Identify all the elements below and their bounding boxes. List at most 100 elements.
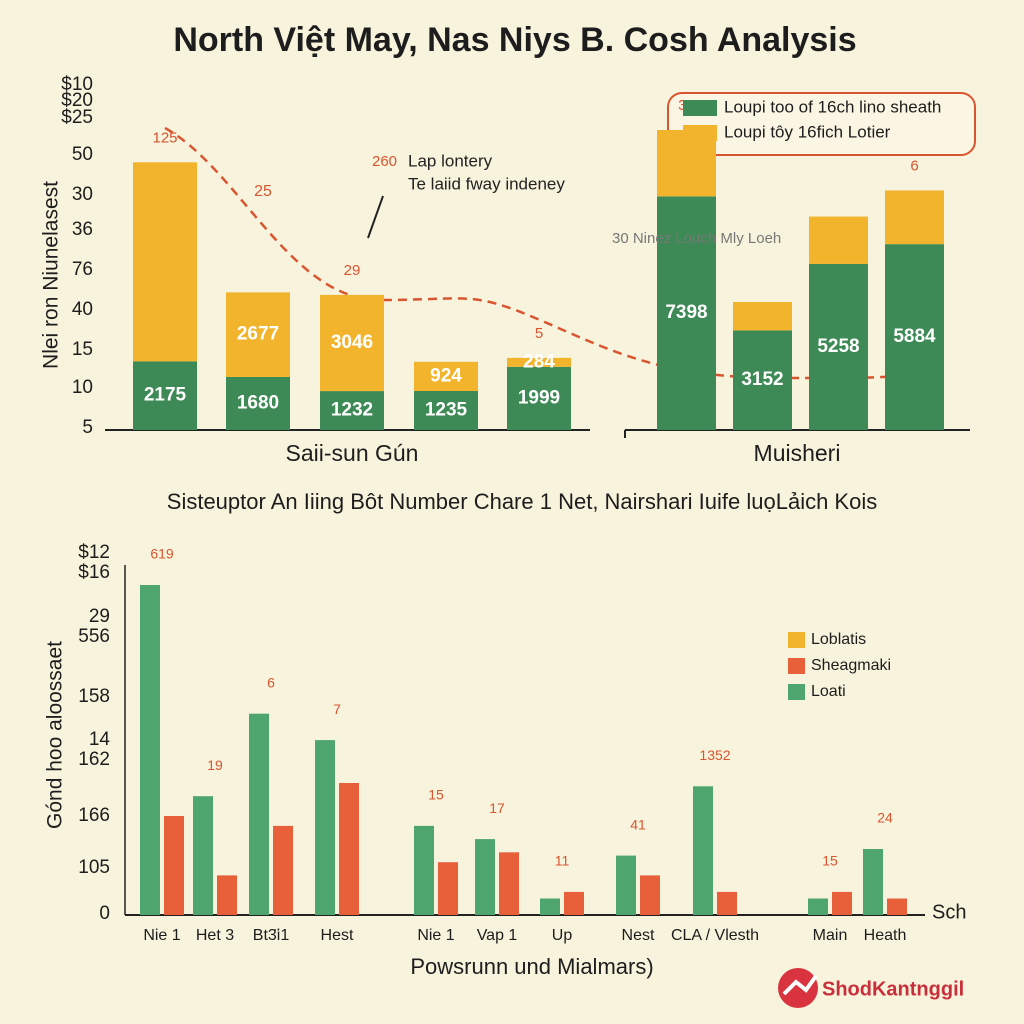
bar-segment (657, 130, 716, 197)
x-tick-label: Main (813, 927, 848, 944)
bar-segment (226, 376, 290, 430)
x-tick-label: Up (552, 927, 573, 944)
bar-segment (809, 263, 868, 430)
bar-segment (226, 292, 290, 377)
top-label: 6 (267, 674, 275, 690)
bar (339, 783, 359, 915)
bar-value-label: 2175 (144, 385, 187, 406)
top-label: 15 (428, 787, 444, 803)
top-label: 11 (555, 853, 570, 869)
bar-value-label: 2677 (237, 324, 279, 345)
annotation: Lap lontery (408, 151, 493, 170)
x-tick-label: Nie 1 (143, 927, 180, 944)
annotation: 25 (254, 183, 272, 200)
y-tick-label: $12 (78, 542, 110, 563)
top-label: 15 (822, 853, 838, 869)
x-axis-title: Powsrunn und Mialmars) (410, 954, 653, 979)
x-tick-label: Heath (864, 927, 907, 944)
bar-segment (657, 196, 716, 430)
legend-label: Sheagmaki (811, 657, 891, 674)
bar (217, 875, 237, 915)
x-tick-label: Hest (321, 927, 354, 944)
top-label: 619 (150, 546, 174, 562)
legend-label: Loati (811, 683, 846, 700)
bar (863, 849, 883, 915)
annotation: Te laiid fway indeney (408, 174, 565, 193)
legend-swatch (683, 100, 717, 116)
x-note: Sch (932, 901, 966, 923)
bar-segment (320, 294, 384, 392)
bar (273, 825, 293, 915)
title: North Việt May, Nas Niys B. Cosh Analysi… (173, 21, 856, 59)
legend-swatch (788, 632, 805, 648)
bar-segment (507, 366, 571, 430)
legend-label: Loupi too of 16ch lino sheath (724, 97, 941, 116)
top-label: 29 (344, 262, 361, 279)
bar-segment (133, 361, 197, 430)
y-tick-label: 76 (72, 259, 93, 280)
y-tick-label: 166 (78, 805, 110, 826)
bar (438, 862, 458, 915)
legend-box (667, 92, 976, 156)
bar (193, 796, 213, 915)
y-tick-label: $25 (61, 107, 93, 128)
y-axis-title: Nlei ron Niunelasest (40, 181, 63, 369)
top-label: 6 (910, 157, 918, 174)
bar (832, 891, 852, 915)
y-tick-label: 158 (78, 686, 110, 707)
bar (564, 891, 584, 915)
bar (693, 786, 713, 915)
bar (315, 740, 335, 915)
bar (616, 855, 636, 915)
bar-segment (414, 390, 478, 430)
bar-segment (809, 216, 868, 264)
top-label: 5 (535, 325, 543, 342)
bar (887, 898, 907, 915)
bar (414, 825, 434, 915)
legend-label: Loblatis (811, 631, 866, 648)
top-label: 19 (207, 757, 223, 773)
legend-swatch (788, 658, 805, 674)
bar (717, 891, 737, 915)
top-label: 24 (877, 810, 893, 826)
y-tick-label: 5 (82, 417, 93, 438)
bar-value-label: 3046 (331, 332, 373, 353)
top-label: 1352 (699, 747, 730, 763)
y-tick-label: 36 (72, 219, 93, 240)
group-label: Muisheri (754, 440, 841, 466)
legend-swatch (683, 125, 717, 141)
top-label: 17 (489, 800, 505, 816)
annotation-arrow (367, 195, 384, 239)
y-tick-label: 105 (78, 857, 110, 878)
y-axis-title: Gónd hoo aloossaet (44, 641, 67, 829)
annotation: 260 (372, 153, 397, 170)
bar-value-label: 5884 (893, 326, 936, 347)
y-tick-label: 162 (78, 749, 110, 770)
top-label: 7 (333, 701, 341, 717)
bar-value-label: 1232 (331, 400, 373, 421)
x-tick-label: Vap 1 (477, 927, 518, 944)
annotation: 30 Ninez Louch Mly Loeh (612, 230, 781, 247)
x-tick-label: CLA / Vlesth (671, 927, 759, 944)
y-tick-label: 29 (89, 606, 110, 627)
y-tick-label: $10 (61, 74, 93, 95)
y-tick-label: 50 (72, 144, 93, 165)
bar (140, 585, 160, 915)
bar-value-label: 284 (523, 351, 555, 372)
bar-segment (507, 357, 571, 367)
y-tick-label: 0 (99, 903, 110, 924)
x-tick-label: Nie 1 (417, 927, 454, 944)
bar-value-label: 1680 (237, 392, 279, 413)
bar-value-label: 7398 (665, 302, 707, 323)
bar-value-label: 1999 (518, 387, 560, 408)
bar-segment (733, 330, 792, 430)
bar (475, 839, 495, 915)
x-tick-label: Bt3̈i1 (253, 927, 290, 944)
bar-segment (320, 391, 384, 430)
top-label: 41 (630, 816, 646, 832)
legend-swatch (788, 684, 805, 700)
bar (249, 713, 269, 915)
bar (808, 898, 828, 915)
bar-value-label: 1235 (425, 400, 468, 421)
y-tick-label: 10 (72, 377, 93, 398)
